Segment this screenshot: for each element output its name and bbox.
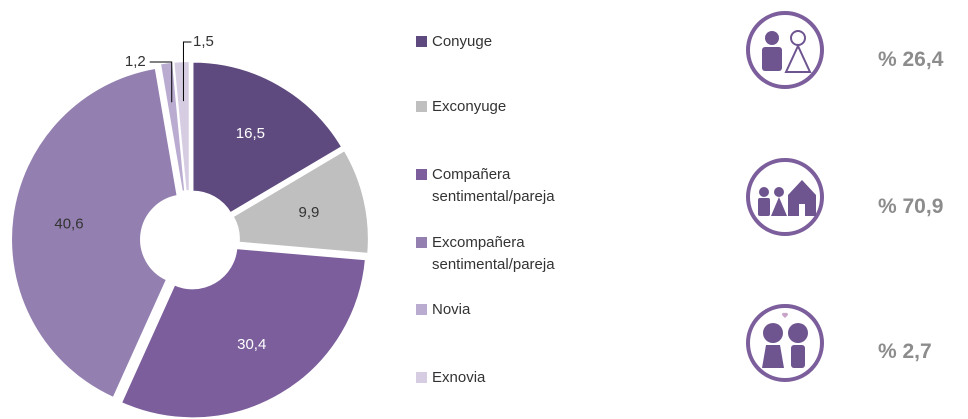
legend-swatch bbox=[416, 36, 427, 47]
legend-entry: Compañera sentimental/pareja bbox=[416, 164, 566, 208]
legend-label: Conyuge bbox=[432, 33, 493, 50]
stat-partner: % 70,9 bbox=[878, 195, 944, 218]
pie-slice bbox=[172, 60, 191, 193]
pie-slice bbox=[119, 247, 367, 419]
leader-line bbox=[182, 41, 192, 102]
legend-entry: Conyuge bbox=[416, 31, 566, 53]
icon-family-home bbox=[746, 158, 824, 236]
pie-slice bbox=[10, 66, 179, 400]
legend-entry: Excompañera sentimental/pareja bbox=[416, 232, 566, 276]
icon-couple bbox=[746, 304, 824, 382]
leader-line bbox=[149, 61, 173, 103]
legend-entry: Novia bbox=[416, 299, 566, 321]
legend-swatch bbox=[416, 237, 427, 248]
stat-dating: % 2,7 bbox=[878, 340, 932, 363]
value-label: 40,6 bbox=[54, 216, 83, 233]
stat-married: % 26,4 bbox=[878, 48, 944, 71]
value-label: 1,2 bbox=[125, 53, 146, 70]
legend-swatch bbox=[416, 372, 427, 383]
legend-entry: Exconyuge bbox=[416, 96, 566, 118]
legend-label: Exconyuge bbox=[432, 98, 507, 115]
icon-married bbox=[746, 11, 824, 89]
pie-slice bbox=[231, 148, 370, 255]
legend-entry: Exnovia bbox=[416, 367, 566, 389]
legend-label: Exnovia bbox=[432, 369, 486, 386]
value-label: 16,5 bbox=[236, 125, 265, 142]
legend-swatch bbox=[416, 169, 427, 180]
legend-label: Compañera sentimental/pareja bbox=[432, 166, 555, 205]
legend-label: Novia bbox=[432, 301, 471, 318]
legend-label: Excompañera sentimental/pareja bbox=[432, 234, 555, 273]
value-label: 9,9 bbox=[299, 204, 320, 221]
value-label: 1,5 bbox=[193, 33, 214, 50]
legend-swatch bbox=[416, 304, 427, 315]
legend-swatch bbox=[416, 101, 427, 112]
value-label: 30,4 bbox=[237, 336, 266, 353]
pie-slice bbox=[191, 60, 344, 215]
